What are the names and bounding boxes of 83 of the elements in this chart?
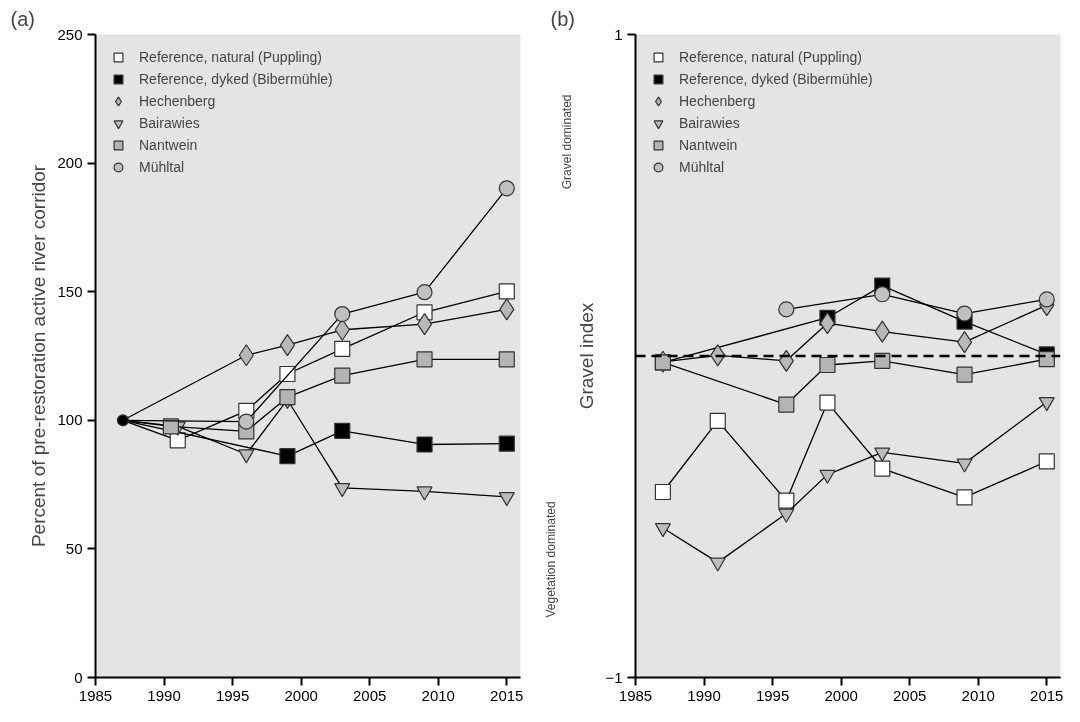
point — [819, 312, 836, 335]
legend-label: Mühltal — [139, 159, 185, 175]
text: (b) — [550, 7, 575, 30]
point — [162, 418, 179, 435]
point — [874, 447, 891, 462]
y-tick-label: 50 — [65, 539, 83, 557]
legend-label: Nantwein — [679, 137, 738, 153]
point — [819, 469, 836, 484]
x-tick-label: 2005 — [893, 686, 927, 704]
x-tick-label: 2010 — [421, 686, 455, 704]
point — [819, 394, 836, 411]
y-tick-label: 100 — [57, 411, 83, 429]
x-tick-label: 2000 — [824, 686, 858, 704]
legend-label: Hechenberg — [679, 93, 756, 109]
legend-label: Reference, natural (Puppling) — [679, 49, 862, 65]
legend-label: Bairawies — [139, 115, 200, 131]
x-tick-label: 1990 — [687, 686, 721, 704]
point — [874, 286, 891, 303]
y-axis-title: Gravel index — [576, 302, 598, 410]
point — [956, 305, 973, 322]
point — [498, 180, 515, 197]
point — [956, 489, 973, 506]
y-tick-label: −1 — [605, 668, 623, 686]
legend-label: Bairawies — [679, 115, 740, 131]
point — [238, 413, 255, 430]
point — [498, 283, 515, 300]
point — [956, 366, 973, 383]
legend-label: Reference, dyked (Bibermühle) — [679, 71, 873, 87]
point — [709, 557, 726, 572]
text: Gravel dominated — [559, 94, 574, 190]
point — [1038, 291, 1055, 308]
point — [416, 284, 433, 301]
point — [1038, 453, 1055, 470]
point — [334, 340, 351, 357]
point — [778, 396, 795, 413]
x-tick-label: 2000 — [284, 686, 318, 704]
x-tick-label: 1995 — [215, 686, 250, 704]
x-tick-label: 2015 — [1030, 686, 1064, 704]
point — [956, 458, 973, 473]
point — [279, 389, 296, 406]
point — [709, 412, 726, 430]
point — [334, 422, 351, 439]
legend-label: Hechenberg — [139, 93, 216, 109]
y-tick-label: 0 — [74, 668, 83, 686]
x-tick-label: 2005 — [353, 686, 387, 704]
point — [279, 447, 296, 465]
x-tick-label: 1990 — [147, 686, 181, 704]
point — [654, 483, 672, 501]
point — [416, 313, 433, 336]
legend-label: Reference, dyked (Bibermühle) — [139, 71, 333, 87]
point — [279, 334, 296, 357]
point — [169, 432, 186, 449]
point — [956, 331, 973, 354]
x-tick-label: 2010 — [961, 686, 995, 704]
y-axis-title: Percent of pre-restoration active river corridor — [28, 164, 50, 548]
legend-label: Mühltal — [679, 159, 725, 175]
y-tick-label: 150 — [57, 282, 83, 300]
point — [416, 436, 433, 453]
point — [778, 301, 795, 318]
legend-label: Reference, natural (Puppling) — [139, 49, 322, 65]
text: Vegetation dominated — [543, 501, 558, 618]
point — [334, 367, 351, 384]
point — [416, 351, 433, 368]
legend-label: Nantwein — [139, 137, 198, 153]
point — [1038, 351, 1055, 368]
text: (a) — [10, 7, 35, 30]
y-tick-label: 1 — [614, 25, 623, 43]
point — [498, 351, 515, 368]
point — [116, 414, 130, 427]
y-tick-label: 200 — [57, 154, 83, 172]
x-tick-label: 1985 — [618, 686, 653, 704]
point — [874, 460, 891, 477]
point — [874, 352, 891, 369]
point — [498, 435, 515, 452]
point — [778, 492, 795, 509]
x-tick-label: 2015 — [490, 686, 524, 704]
y-tick-label: 250 — [57, 25, 83, 43]
x-tick-label: 1985 — [78, 686, 113, 704]
point — [819, 356, 836, 374]
x-tick-label: 1995 — [755, 686, 790, 704]
point — [334, 305, 351, 323]
point — [778, 508, 795, 523]
point — [654, 523, 672, 538]
